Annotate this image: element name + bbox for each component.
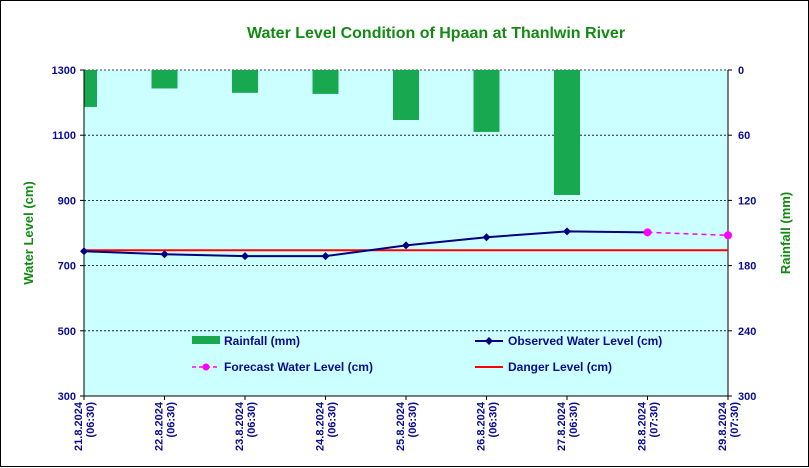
- observed-point: [241, 252, 249, 261]
- x-tick-time: (06:30): [85, 402, 97, 438]
- legend-observed-marker: [485, 337, 493, 345]
- x-tick-label: 23.8.2024 (06:30): [234, 401, 258, 451]
- legend-rainfall-swatch: [192, 336, 220, 344]
- right-tick-label: 240: [738, 326, 756, 338]
- x-tick-date: 23.8.2024: [234, 401, 246, 451]
- x-tick-date: 22.8.2024: [154, 401, 166, 451]
- rainfall-bar: [393, 70, 419, 120]
- rainfall-bar: [554, 70, 580, 195]
- rainfall-bars: [84, 70, 580, 195]
- x-tick-label: 24.8.2024 (06:30): [315, 401, 339, 451]
- left-tick-label: 1300: [52, 65, 76, 77]
- x-tick-label: 29.8.2024 (07:30): [717, 401, 741, 451]
- right-tick-label: 60: [738, 130, 750, 142]
- x-tick-time: (06:30): [166, 402, 178, 438]
- x-axis-ticks: 21.8.2024 (06:30) 22.8.2024 (06:30) 23.8.202…: [73, 396, 741, 451]
- y-axis-label: Water Level (cm): [21, 181, 36, 285]
- observed-point: [160, 250, 169, 259]
- left-tick-label: 700: [58, 261, 76, 273]
- x-tick-date: 24.8.2024: [315, 401, 327, 451]
- right-tick-label: 120: [738, 195, 756, 207]
- rainfall-bar: [312, 70, 339, 94]
- x-tick-date: 26.8.2024: [476, 401, 488, 451]
- x-tick-time: (07:30): [649, 402, 661, 438]
- legend-forecast-marker: [202, 363, 210, 371]
- forecast-line: [647, 231, 729, 237]
- x-tick-time: (06:30): [246, 402, 258, 438]
- left-tick-label: 500: [58, 326, 76, 338]
- x-tick-time: (06:30): [407, 402, 419, 438]
- forecast-point: [724, 231, 732, 240]
- observed-point: [321, 252, 330, 261]
- legend-danger-label: Danger Level (cm): [508, 360, 612, 374]
- x-tick-date: 21.8.2024: [73, 401, 85, 451]
- x-tick-label: 22.8.2024 (06:30): [154, 401, 178, 451]
- rainfall-bar: [84, 70, 97, 107]
- left-tick-label: 900: [58, 195, 76, 207]
- x-tick-time: (06:30): [488, 402, 500, 438]
- chart-title: Water Level Condition of Hpaan at Thanlw…: [247, 25, 625, 42]
- rainfall-bar: [151, 70, 178, 89]
- observed-line: [83, 230, 648, 258]
- x-tick-date: 29.8.2024: [717, 401, 729, 451]
- legend-observed-label: Observed Water Level (cm): [508, 334, 662, 348]
- right-axis-ticks: 0 60 120 180 240 300: [728, 65, 756, 403]
- x-tick-label: 28.8.2024 (07:30): [637, 401, 661, 451]
- x-tick-time: (06:30): [327, 402, 339, 438]
- legend-rainfall-label: Rainfall (mm): [224, 334, 300, 348]
- legend-forecast-label: Forecast Water Level (cm): [224, 360, 373, 374]
- left-axis-ticks: 300 500 700 900 1100 1300: [52, 65, 84, 403]
- observed-point: [80, 247, 88, 256]
- x-tick-date: 28.8.2024: [637, 401, 649, 451]
- legend: Rainfall (mm) Observed Water Level (cm) …: [192, 334, 662, 374]
- observed-point: [482, 233, 491, 242]
- observed-point: [402, 241, 410, 250]
- x-tick-time: (06:30): [568, 402, 580, 438]
- right-tick-label: 180: [738, 261, 756, 273]
- x-tick-label: 26.8.2024 (06:30): [476, 401, 500, 451]
- x-tick-time: (07:30): [729, 402, 741, 438]
- left-tick-label: 300: [58, 391, 76, 403]
- forecast-water-level-series: [643, 228, 732, 240]
- rainfall-bar: [473, 70, 500, 132]
- forecast-point: [643, 228, 652, 237]
- x-tick-date: 25.8.2024: [395, 401, 407, 451]
- x-tick-label: 27.8.2024 (06:30): [556, 401, 580, 451]
- x-tick-date: 27.8.2024: [556, 401, 568, 451]
- right-tick-label: 300: [738, 391, 756, 403]
- observed-point: [563, 227, 571, 236]
- right-tick-label: 0: [738, 65, 744, 77]
- left-tick-label: 1100: [52, 130, 76, 142]
- x-tick-label: 21.8.2024 (06:30): [73, 401, 97, 451]
- x-tick-label: 25.8.2024 (06:30): [395, 401, 419, 451]
- y2-axis-label: Rainfall (mm): [778, 192, 793, 274]
- rainfall-bar: [232, 70, 258, 93]
